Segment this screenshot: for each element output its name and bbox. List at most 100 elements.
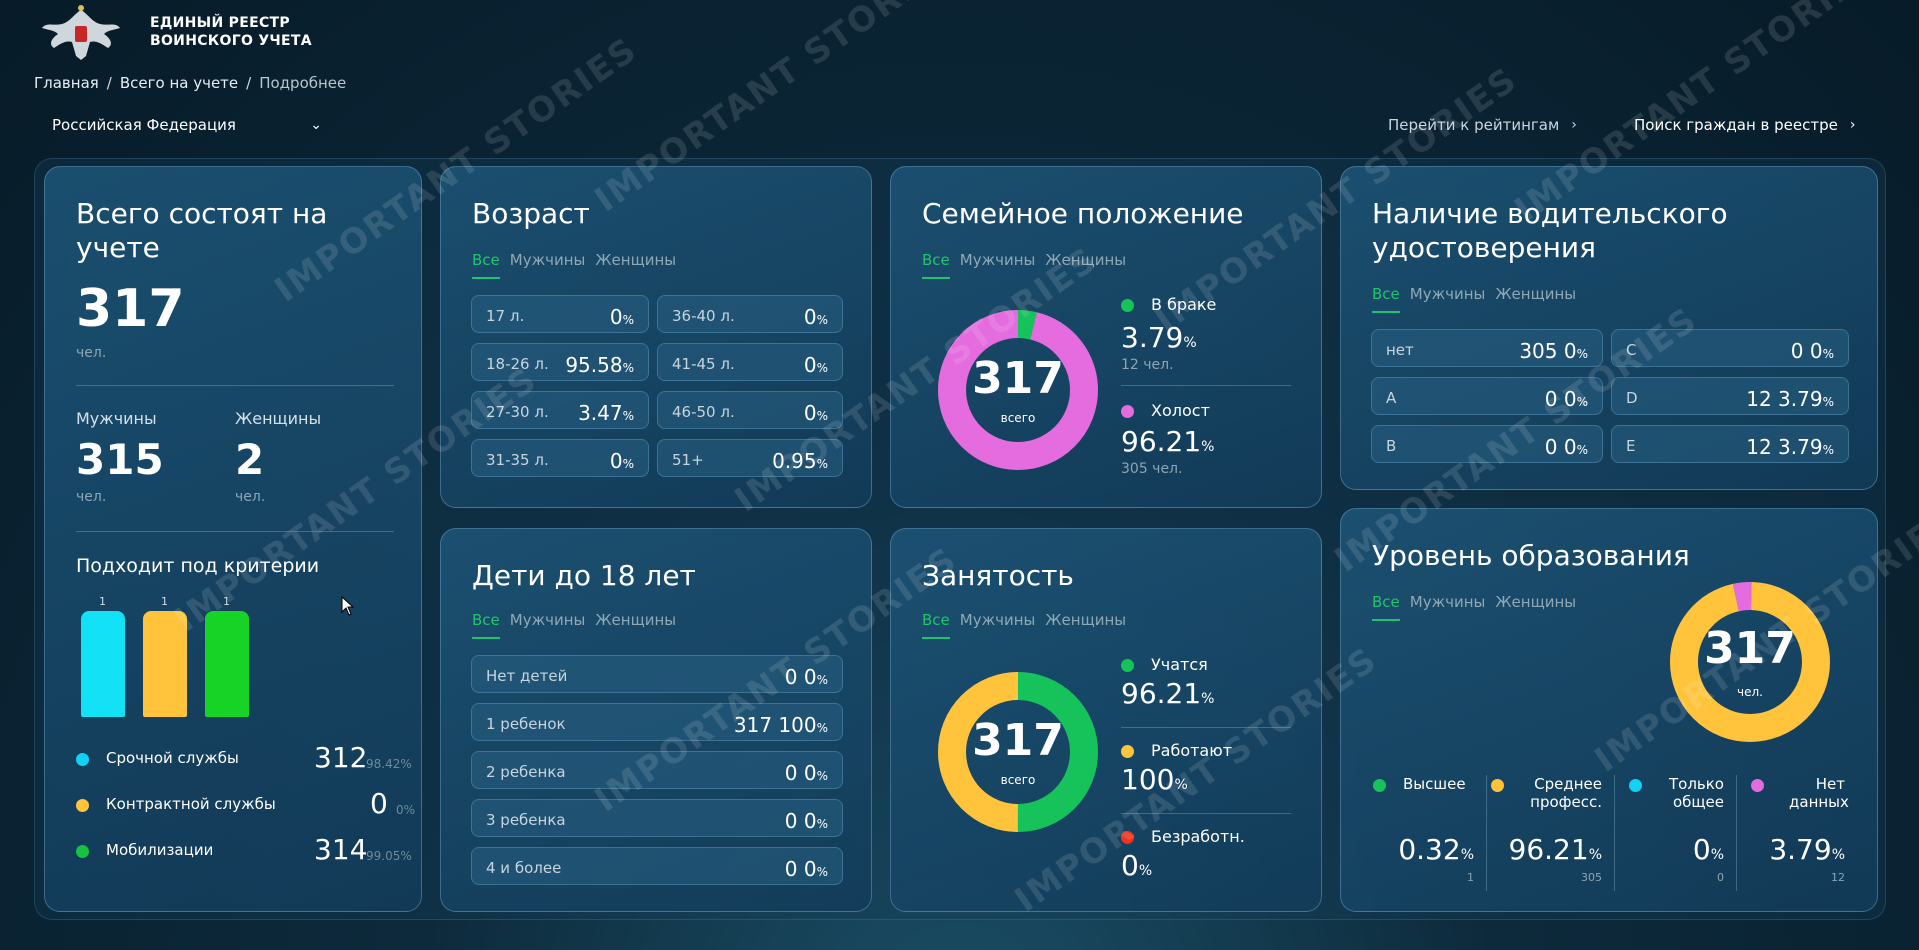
legend-percent-value: 0 — [1692, 833, 1711, 866]
ratings-link[interactable]: Перейти к рейтингам › — [1388, 116, 1577, 134]
license-label: C — [1626, 341, 1637, 359]
age-value: 0.95% — [772, 449, 828, 473]
donut-segment — [938, 310, 1098, 470]
percent-unit: % — [816, 361, 828, 375]
percent-unit: % — [1710, 847, 1724, 863]
tab-women[interactable]: Женщины — [595, 251, 677, 269]
mouse-cursor-icon — [341, 595, 355, 620]
men-label: Мужчины — [76, 409, 157, 428]
family-card-title: Семейное положение — [922, 197, 1244, 230]
legend-percent: 100% — [1121, 763, 1188, 796]
tab-women[interactable]: Женщины — [1495, 285, 1577, 303]
tab-women[interactable]: Женщины — [1495, 593, 1577, 611]
employment-card: Занятость Все Мужчины Женщины 317 всего … — [890, 528, 1322, 912]
tab-all[interactable]: Все — [1372, 593, 1400, 621]
region-select[interactable]: Российская Федерация ⌄ — [52, 116, 322, 134]
legend-value: 0 — [370, 787, 388, 820]
tab-all[interactable]: Все — [922, 251, 950, 279]
breadcrumb-home[interactable]: Главная — [34, 74, 99, 92]
percent-unit: % — [1822, 347, 1834, 361]
education-legend-vocational: Среднее професс. 96.21% 305 — [1491, 775, 1615, 891]
children-card-title: Дети до 18 лет — [472, 559, 696, 592]
tab-men[interactable]: Мужчины — [509, 251, 586, 269]
legend-dot — [76, 753, 89, 766]
criteria-legend-mobilization: Мобилизации 314 99.05% — [76, 833, 412, 867]
age-label: 31-35 л. — [486, 451, 549, 469]
tab-all[interactable]: Все — [472, 251, 500, 279]
children-value-number: 317 100 — [733, 713, 817, 737]
breadcrumb-total[interactable]: Всего на учете — [119, 74, 239, 92]
tab-men[interactable]: Мужчины — [1409, 285, 1486, 303]
education-tabs: Все Мужчины Женщины — [1372, 593, 1576, 621]
children-row-1: 1 ребенок 317 100% — [471, 703, 843, 741]
legend-count: 1 — [1467, 871, 1474, 884]
legend-value: 312 — [314, 741, 368, 774]
criteria-bar-contract — [143, 611, 187, 717]
children-card: Дети до 18 лет Все Мужчины Женщины Нет д… — [440, 528, 872, 912]
legend-dot — [76, 845, 89, 858]
donut-segment — [1670, 582, 1830, 742]
legend-label: Контрактной службы — [106, 795, 276, 813]
criteria-bar-mobilization — [205, 611, 249, 717]
tab-all[interactable]: Все — [1372, 285, 1400, 313]
age-tabs: Все Мужчины Женщины — [472, 251, 676, 279]
children-value-number: 0 0 — [784, 857, 817, 881]
breadcrumb-current: Подробнее — [259, 74, 347, 92]
divider — [76, 531, 394, 532]
percent-unit: % — [1138, 863, 1153, 879]
divider — [1121, 813, 1291, 814]
percent-unit: % — [1174, 777, 1188, 793]
tab-men[interactable]: Мужчины — [1409, 593, 1486, 611]
license-row-b: B 0 0% — [1371, 425, 1603, 463]
license-value-number: 0 0 — [1790, 339, 1823, 363]
percent-unit: % — [1822, 443, 1834, 457]
divider — [76, 385, 394, 386]
percent-unit: % — [1460, 847, 1474, 863]
children-label: 2 ребенка — [486, 763, 566, 781]
children-value: 0 0% — [785, 761, 828, 785]
tab-men[interactable]: Мужчины — [959, 611, 1036, 629]
license-value: 0 0% — [1791, 339, 1834, 363]
percent-unit: % — [816, 769, 828, 783]
license-row-e: E 12 3.79% — [1611, 425, 1849, 463]
age-label: 41-45 л. — [672, 355, 735, 373]
tab-women[interactable]: Женщины — [1045, 251, 1127, 269]
registry-search-link[interactable]: Поиск граждан в реестре › — [1634, 116, 1855, 134]
license-card: Наличие водительского удостоверения Все … — [1340, 166, 1878, 490]
legend-count: 12 — [1831, 871, 1845, 884]
divider — [1121, 385, 1291, 386]
age-value-number: 0 — [803, 305, 817, 329]
education-donut-caption: чел. — [1737, 685, 1763, 699]
family-legend-single: Холост 96.21% 305 чел. — [1121, 401, 1301, 481]
tab-all[interactable]: Все — [472, 611, 500, 639]
legend-percent-value: 96.21 — [1508, 833, 1589, 866]
children-row-3: 3 ребенка 0 0% — [471, 799, 843, 837]
total-count: 317 — [76, 279, 185, 339]
legend-dot — [1121, 659, 1134, 672]
legend-percent: 0% — [1693, 833, 1724, 866]
license-value: 0 0% — [1545, 387, 1588, 411]
legend-dot — [1629, 779, 1642, 792]
percent-unit: % — [1822, 395, 1834, 409]
tab-all[interactable]: Все — [922, 611, 950, 639]
tab-men[interactable]: Мужчины — [959, 251, 1036, 269]
legend-label: Срочной службы — [106, 749, 239, 767]
app-title-line2: ВОИНСКОГО УЧЕТА — [150, 33, 312, 49]
legend-percent: 98.42% — [366, 757, 412, 771]
breadcrumb-separator: / — [246, 74, 252, 92]
legend-dot — [1121, 299, 1134, 312]
bar-value-label: 1 — [161, 595, 168, 608]
license-value: 12 3.79% — [1746, 387, 1834, 411]
percent-unit: % — [816, 409, 828, 423]
criteria-legend-conscript: Срочной службы 312 98.42% — [76, 741, 412, 775]
criteria-title: Подходит под критерии — [76, 555, 320, 577]
bar-value-label: 1 — [223, 595, 230, 608]
tab-women[interactable]: Женщины — [595, 611, 677, 629]
license-row-d: D 12 3.79% — [1611, 377, 1849, 415]
legend-label: Высшее — [1403, 775, 1466, 793]
tab-men[interactable]: Мужчины — [509, 611, 586, 629]
total-card-title: Всего состоят на учете — [76, 197, 328, 264]
tab-women[interactable]: Женщины — [1045, 611, 1127, 629]
women-count: 2 — [235, 435, 265, 484]
women-label: Женщины — [235, 409, 322, 428]
